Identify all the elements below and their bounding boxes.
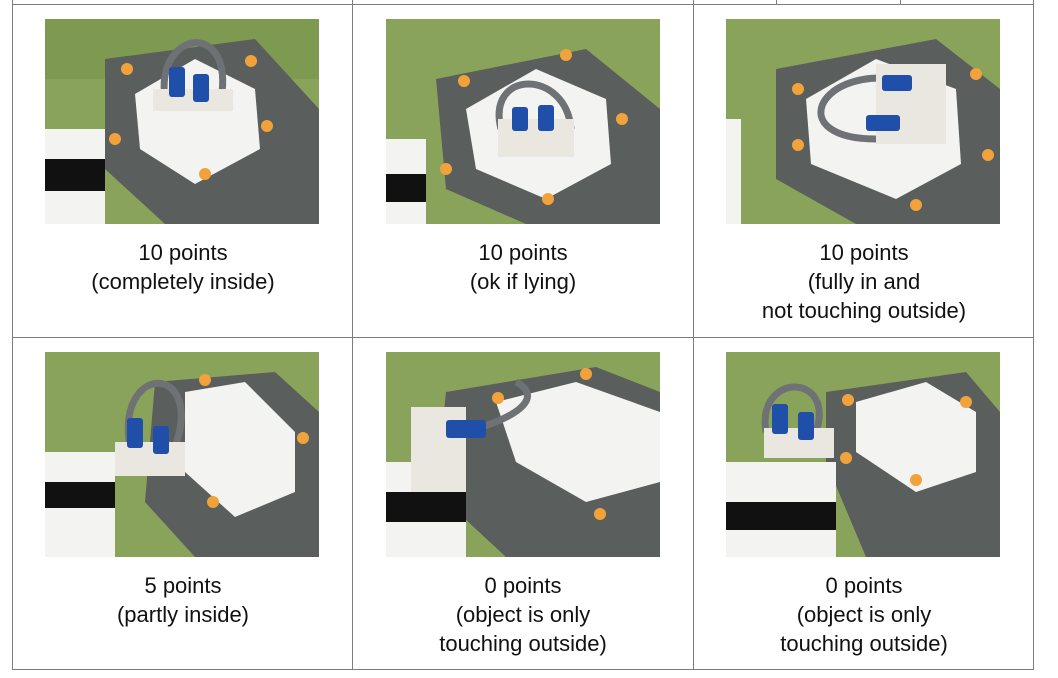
condition-label: (object is only — [455, 602, 591, 627]
column-divider-1 — [352, 0, 353, 670]
table-border-top — [12, 4, 1034, 5]
row-divider — [12, 337, 1034, 338]
rules-table — [12, 0, 1034, 670]
photo-touching-outside-1 — [386, 352, 660, 557]
condition-label: (partly inside) — [116, 602, 250, 627]
mission-photo — [386, 352, 660, 557]
condition-label: (ok if lying) — [469, 269, 577, 294]
condition-label: (object is only — [796, 602, 932, 627]
photo-ok-if-lying — [386, 19, 660, 224]
mission-photo — [45, 19, 319, 224]
score-label: 10 points — [819, 240, 909, 265]
photo-fully-in — [726, 19, 1000, 224]
partial-divider — [900, 0, 901, 5]
score-label: 10 points — [138, 240, 228, 265]
condition-label: touching outside) — [439, 631, 607, 656]
condition-label: (completely inside) — [91, 269, 275, 294]
mission-photo — [386, 19, 660, 224]
mission-photo — [726, 352, 1000, 557]
score-label: 5 points — [144, 573, 222, 598]
score-label: 0 points — [825, 573, 903, 598]
table-border-right — [1033, 0, 1034, 670]
caption-cell-3: 10 points (fully in and not touching out… — [694, 238, 1034, 325]
photo-completely-inside — [45, 19, 319, 224]
score-label: 0 points — [484, 573, 562, 598]
condition-label: not touching outside) — [761, 298, 967, 323]
condition-label: touching outside) — [780, 631, 948, 656]
caption-cell-4: 5 points (partly inside) — [13, 571, 353, 629]
column-divider-2 — [693, 0, 694, 670]
table-border-bottom — [12, 669, 1034, 670]
caption-cell-1: 10 points (completely inside) — [13, 238, 353, 296]
mission-photo — [726, 19, 1000, 224]
caption-cell-6: 0 points (object is only touching outsid… — [694, 571, 1034, 658]
caption-cell-5: 0 points (object is only touching outsid… — [353, 571, 693, 658]
partial-divider — [776, 0, 777, 5]
condition-label: (fully in and — [807, 269, 921, 294]
mission-photo — [45, 352, 319, 557]
caption-cell-2: 10 points (ok if lying) — [353, 238, 693, 296]
photo-partly-inside — [45, 352, 319, 557]
score-label: 10 points — [478, 240, 568, 265]
photo-touching-outside-2 — [726, 352, 1000, 557]
table-border-left — [12, 0, 13, 670]
